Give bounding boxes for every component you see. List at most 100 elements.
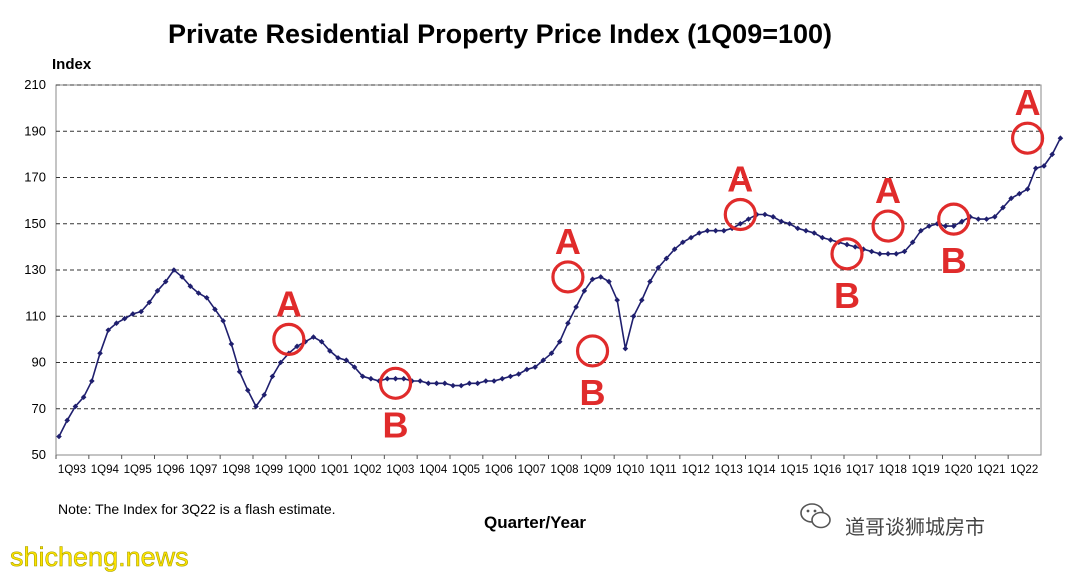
x-tick-label: 1Q08	[550, 464, 578, 476]
data-point	[663, 255, 670, 262]
data-point	[827, 237, 834, 243]
data-point	[154, 288, 161, 294]
data-point	[688, 234, 694, 241]
annotation-label: B	[580, 372, 606, 413]
data-point	[959, 218, 965, 225]
x-tick-label: 1Q07	[518, 464, 546, 476]
data-point	[146, 299, 153, 306]
y-tick-label: 90	[32, 355, 46, 370]
data-point	[400, 375, 407, 382]
data-point	[187, 283, 194, 289]
x-tick-label: 1Q18	[879, 464, 907, 476]
annotation-circle	[871, 209, 905, 243]
y-tick-label: 150	[24, 216, 46, 231]
data-point	[130, 311, 136, 317]
data-point	[474, 380, 481, 387]
data-point	[540, 357, 547, 363]
y-axis-title: Index	[52, 56, 92, 73]
data-point	[548, 350, 555, 357]
data-point	[877, 251, 883, 257]
data-point	[909, 239, 916, 246]
data-point	[499, 375, 506, 382]
data-point	[942, 223, 949, 229]
data-point	[721, 227, 727, 234]
data-point	[441, 380, 448, 387]
data-point	[844, 241, 850, 248]
data-point	[138, 308, 144, 315]
data-point	[811, 230, 817, 236]
data-point	[606, 278, 612, 285]
x-tick-label: 1Q09	[583, 464, 611, 476]
watermark-brand: 道哥谈狮城房市	[800, 503, 985, 539]
y-axis-ticks: 50 70 90 110 130 150 170 190 210	[24, 77, 46, 462]
data-point	[351, 364, 358, 370]
annotation-label: B	[834, 275, 860, 316]
data-point	[97, 350, 103, 357]
watermark-site: shicheng.news	[10, 542, 189, 572]
data-point	[507, 373, 514, 380]
wechat-icon	[800, 503, 831, 529]
data-point	[72, 403, 79, 410]
data-point	[565, 320, 571, 326]
x-tick-label: 1Q99	[255, 464, 283, 476]
data-point	[343, 357, 350, 363]
x-tick-label: 1Q01	[321, 464, 349, 476]
data-point	[975, 216, 982, 222]
data-point	[819, 234, 826, 241]
x-tick-label: 1Q10	[616, 464, 644, 476]
x-tick-label: 1Q06	[485, 464, 513, 476]
x-tick-label: 1Q16	[813, 464, 841, 476]
data-point	[573, 304, 579, 310]
data-point	[532, 364, 538, 370]
annotation-circle	[1010, 121, 1045, 155]
chart-title: Private Residential Property Price Index…	[168, 19, 832, 49]
x-tick-label: 1Q21	[977, 464, 1005, 476]
annotation-circle	[937, 202, 971, 236]
x-tick-label: 1Q04	[419, 464, 448, 476]
data-point	[1057, 135, 1064, 141]
data-point	[171, 267, 177, 273]
data-point	[622, 345, 629, 352]
data-point	[162, 278, 169, 285]
data-point	[335, 355, 341, 361]
data-point	[105, 327, 112, 333]
annotation-circle	[272, 322, 306, 356]
x-tick-label: 1Q20	[944, 464, 972, 476]
y-tick-label: 210	[24, 77, 46, 92]
data-point	[926, 223, 932, 229]
data-point	[212, 306, 218, 313]
data-point	[901, 248, 908, 255]
data-point	[64, 417, 71, 424]
data-point	[680, 239, 686, 246]
x-axis-title: Quarter/Year	[484, 513, 586, 532]
data-point	[310, 334, 317, 340]
data-point	[614, 297, 620, 303]
data-point	[638, 297, 645, 303]
data-point	[778, 218, 785, 225]
data-point	[885, 251, 891, 257]
data-point	[671, 246, 678, 252]
data-point	[655, 264, 662, 271]
data-point	[179, 274, 185, 280]
data-point	[737, 220, 744, 227]
data-point	[269, 373, 276, 380]
data-point	[1008, 195, 1014, 202]
y-tick-label: 130	[24, 262, 46, 277]
data-point	[195, 290, 202, 296]
data-point	[524, 366, 530, 373]
data-point	[1049, 151, 1056, 158]
data-point	[425, 380, 432, 387]
data-point	[983, 216, 990, 222]
x-tick-label: 1Q15	[780, 464, 808, 476]
data-point	[244, 387, 251, 394]
y-tick-label: 190	[24, 123, 46, 138]
x-tick-label: 1Q17	[846, 464, 874, 476]
data-point	[745, 216, 752, 222]
x-axis-ticks: 1Q93 1Q94 1Q95 1Q96 1Q97 1Q98 1Q99 1Q00 1Q01 1Q02…	[55, 455, 1038, 476]
data-point	[384, 375, 391, 382]
data-point	[803, 227, 809, 234]
data-point	[236, 368, 243, 375]
data-point	[852, 244, 859, 250]
